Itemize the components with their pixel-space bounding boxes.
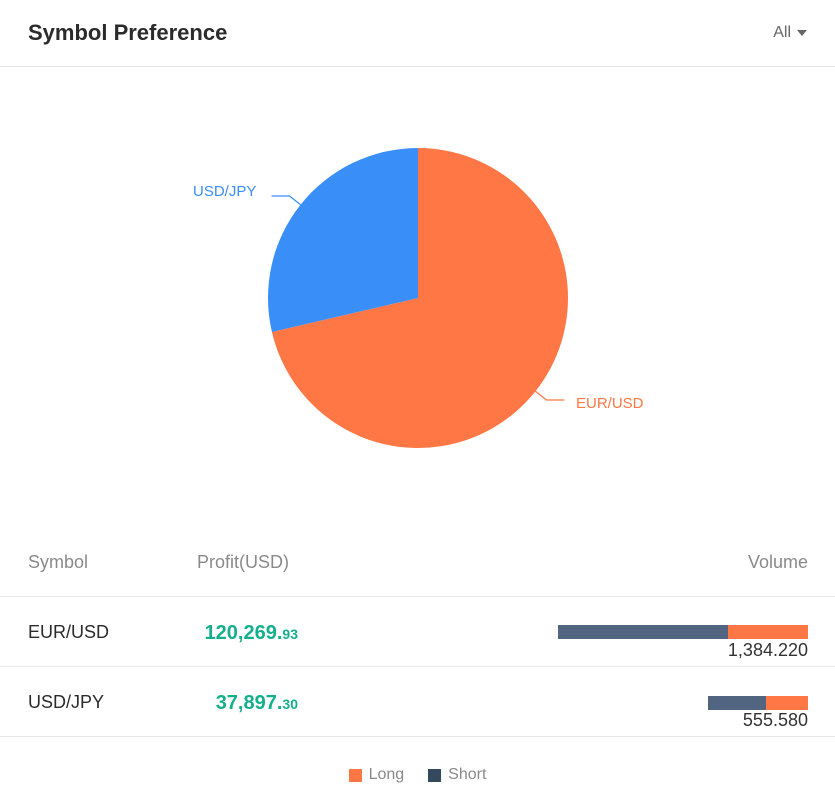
long-segment [765,696,808,710]
slice-label-eur-usd: EUR/USD [576,395,644,412]
legend-label-long: Long [368,766,405,783]
column-header-volume: Volume [747,552,808,572]
row-volume-eur-usd: 1,384.220 [727,640,808,660]
profit-integer: 37,897. [215,692,283,714]
pie-slice-eur-usd[interactable] [271,148,569,448]
slice-label-usd-jpy: USD/JPY [193,183,256,200]
short-segment [558,625,728,639]
profit-decimal: 30 [282,696,298,712]
row-divider [0,666,835,667]
long-segment [728,625,808,639]
row-volume-usd-jpy: 555.580 [742,710,808,730]
label-line-eur-usd [535,390,565,401]
card-header: Symbol Preference All [0,0,835,67]
column-header-symbol: Symbol [28,552,89,572]
short-swatch [428,768,442,782]
filter-label: All [773,24,791,41]
profit-integer: 120,269. [204,622,283,644]
filter-dropdown[interactable]: All [773,24,807,42]
pie-chart-svg: USD/JPY EUR/USD [193,148,644,448]
long-swatch [348,768,362,782]
legend-label-short: Short [448,766,487,783]
volume-bar-usd-jpy[interactable] [707,696,808,710]
legend: Long Short [0,766,835,784]
legend-item-long[interactable]: Long [348,766,405,784]
pie-slice-usd-jpy[interactable] [268,148,418,333]
column-header-profit: Profit(USD) [197,552,290,572]
pie-chart: USD/JPY EUR/USD [0,68,835,528]
legend-item-short[interactable]: Short [428,766,486,784]
row-divider [0,736,835,737]
label-line-usd-jpy [271,195,301,206]
volume-bar-eur-usd[interactable] [558,625,808,639]
row-symbol-eur-usd: EUR/USD [28,622,110,642]
row-divider [0,596,835,597]
row-profit-usd-jpy: 37,897.30 [216,692,298,715]
short-segment [707,696,766,710]
row-symbol-usd-jpy: USD/JPY [28,692,105,712]
row-profit-eur-usd: 120,269.93 [205,622,298,645]
caret-down-icon [797,30,807,36]
profit-decimal: 93 [282,626,298,642]
card-title: Symbol Preference [28,20,228,45]
